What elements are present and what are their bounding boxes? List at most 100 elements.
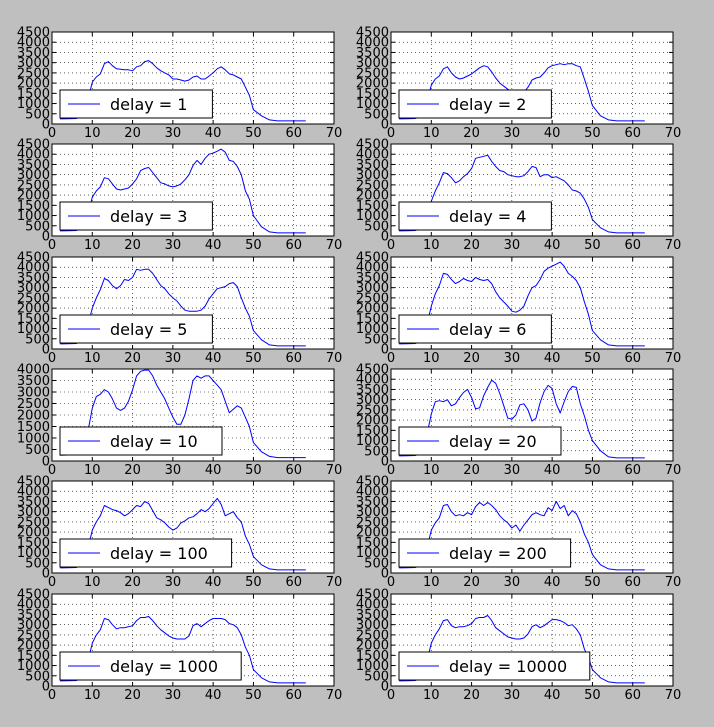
y-tick-label: 3500	[17, 495, 50, 510]
series-line	[399, 261, 645, 347]
x-tick-label: 70	[665, 351, 682, 366]
axes-frame	[51, 256, 335, 350]
x-tick-label: 0	[387, 463, 395, 478]
y-tick-label: 1000	[17, 659, 50, 674]
x-tick-label: 50	[584, 575, 601, 590]
y-tick-label: 4000	[17, 598, 50, 613]
y-tick-label: 500	[25, 332, 50, 347]
axes-frame	[51, 593, 335, 687]
y-tick-label: 0	[381, 680, 389, 695]
x-tick-label: 30	[504, 688, 521, 703]
x-tick-label: 40	[205, 575, 222, 590]
series-line	[399, 154, 645, 234]
y-tick-label: 1500	[356, 536, 389, 551]
x-tick-label: 40	[205, 126, 222, 141]
legend: delay = 10	[59, 426, 223, 456]
x-tick-label: 50	[584, 351, 601, 366]
subplot-4: 0 10 20 30 40 50 60 700500100015002000250030003…	[356, 138, 681, 254]
x-tick-label: 60	[285, 238, 302, 253]
x-tick-label: 10	[84, 575, 101, 590]
y-tick-label: 2000	[17, 189, 50, 204]
y-tick-label: 1500	[17, 536, 50, 551]
x-tick-label: 0	[48, 575, 56, 590]
y-tick-label: 2000	[356, 189, 389, 204]
y-tick-label: 2500	[17, 515, 50, 530]
subplot-2: 0 10 20 30 40 50 60 700500100015002000250030003…	[356, 26, 681, 142]
x-tick-label: 70	[326, 688, 343, 703]
y-tick-label: 500	[364, 669, 389, 684]
y-tick-label: 3500	[17, 158, 50, 173]
x-tick-label: 0	[387, 126, 395, 141]
legend-label: delay = 4	[449, 207, 526, 226]
y-tick-label: 3000	[17, 386, 50, 401]
axes-frame	[390, 480, 674, 574]
y-tick-label: 1000	[356, 209, 389, 224]
y-tick-label: 4500	[17, 138, 50, 153]
x-tick-label: 20	[463, 688, 480, 703]
x-tick-label: 20	[463, 575, 480, 590]
x-tick-label: 30	[504, 351, 521, 366]
y-tick-label: 2000	[17, 526, 50, 541]
y-tick-label: 4500	[356, 475, 389, 490]
x-tick-label: 70	[326, 126, 343, 141]
y-tick-label: 4000	[17, 261, 50, 276]
x-tick-label: 30	[165, 351, 182, 366]
legend: delay = 100	[59, 538, 233, 568]
y-tick-label: 2000	[17, 409, 50, 424]
legend-label: delay = 6	[449, 320, 526, 339]
x-tick-label: 10	[423, 351, 440, 366]
x-tick-label: 20	[463, 238, 480, 253]
y-tick-label: 1500	[356, 199, 389, 214]
x-tick-label: 30	[165, 238, 182, 253]
y-tick-label: 4500	[356, 138, 389, 153]
y-tick-label: 500	[25, 556, 50, 571]
x-tick-label: 70	[665, 126, 682, 141]
x-tick-label: 70	[326, 351, 343, 366]
legend: delay = 200	[398, 538, 572, 568]
axes-frame	[390, 256, 674, 350]
y-tick-label: 1000	[356, 322, 389, 337]
x-tick-label: 10	[423, 575, 440, 590]
subplot-12: 0 10 20 30 40 50 60 700500100015002000250030003…	[356, 588, 681, 704]
y-tick-label: 2000	[17, 639, 50, 654]
y-tick-label: 500	[364, 556, 389, 571]
subplot-9: 0 10 20 30 40 50 60 700500100015002000250030003…	[17, 475, 342, 591]
x-tick-label: 0	[48, 351, 56, 366]
x-tick-label: 30	[504, 238, 521, 253]
x-tick-label: 0	[48, 463, 56, 478]
y-tick-label: 4000	[356, 36, 389, 51]
y-tick-label: 3000	[17, 505, 50, 520]
x-tick-label: 70	[665, 575, 682, 590]
legend: delay = 3	[59, 201, 213, 231]
x-tick-label: 0	[387, 351, 395, 366]
y-tick-label: 3500	[17, 374, 50, 389]
y-tick-label: 0	[42, 343, 50, 358]
y-tick-label: 3000	[356, 281, 389, 296]
y-tick-label: 4500	[17, 251, 50, 266]
x-tick-label: 60	[624, 238, 641, 253]
y-tick-label: 1500	[17, 199, 50, 214]
x-tick-label: 20	[463, 351, 480, 366]
subplot-5: 0 10 20 30 40 50 60 700500100015002000250030003…	[17, 251, 342, 367]
y-tick-label: 4500	[17, 475, 50, 490]
legend-label: delay = 10	[110, 432, 198, 451]
axes-frame	[51, 31, 335, 125]
y-tick-label: 3500	[356, 271, 389, 286]
legend-label: delay = 100	[110, 544, 208, 563]
y-tick-label: 2500	[356, 403, 389, 418]
x-tick-label: 30	[504, 463, 521, 478]
subplot-8: 0 10 20 30 40 50 60 700500100015002000250030003…	[356, 363, 681, 479]
x-tick-label: 60	[624, 126, 641, 141]
subplot-10: 0 10 20 30 40 50 60 700500100015002000250030003…	[356, 475, 681, 591]
axes-frame	[390, 593, 674, 687]
x-tick-label: 10	[84, 238, 101, 253]
y-tick-label: 2500	[17, 178, 50, 193]
y-tick-label: 1000	[356, 434, 389, 449]
axes-frame	[51, 143, 335, 237]
y-tick-label: 4500	[356, 588, 389, 603]
x-tick-label: 60	[285, 351, 302, 366]
y-tick-label: 0	[42, 680, 50, 695]
y-tick-label: 0	[381, 230, 389, 245]
y-tick-label: 2500	[17, 397, 50, 412]
y-tick-label: 4500	[17, 26, 50, 41]
